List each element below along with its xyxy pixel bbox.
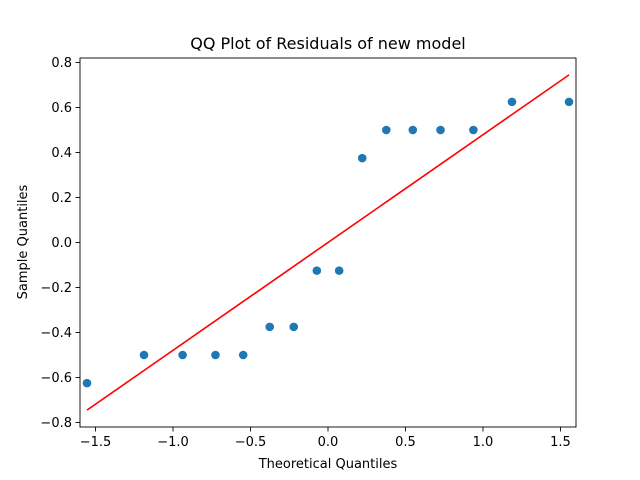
data-point	[265, 322, 275, 332]
y-tick-label: 0.2	[51, 191, 72, 206]
data-point	[436, 125, 445, 135]
y-tick-label: 0.0	[51, 236, 72, 251]
data-point	[469, 125, 478, 135]
y-tick-label: −0.8	[40, 416, 72, 431]
y-tick-label: −0.6	[40, 371, 72, 386]
data-point	[82, 378, 92, 388]
x-tick-label: −1.5	[80, 435, 112, 450]
x-tick-label: −1.0	[157, 435, 189, 450]
x-tick-label: 1.5	[550, 435, 571, 450]
data-point	[211, 350, 220, 360]
x-axis-label: Theoretical Quantiles	[258, 457, 398, 472]
y-tick-label: −0.4	[40, 326, 72, 341]
data-point	[334, 266, 344, 275]
data-point	[408, 125, 418, 135]
data-point	[178, 350, 187, 360]
data-point	[289, 322, 299, 332]
data-point	[381, 125, 391, 135]
data-layer	[82, 74, 574, 411]
x-tick-label: 1.0	[473, 435, 494, 450]
y-tick-label: 0.4	[51, 146, 72, 161]
x-tick-label: 0.0	[318, 435, 339, 450]
y-tick-label: 0.6	[51, 101, 72, 116]
axes: −1.5 −1.0 −0.5 0.0 0.5 1.0 1.5 −0.8 −0.6 −0.4 −0.2…	[40, 56, 577, 450]
x-tick-label: 0.5	[395, 435, 416, 450]
plot-area	[82, 74, 574, 411]
data-point	[357, 153, 367, 163]
data-point	[564, 97, 574, 107]
y-tick-label: −0.2	[40, 281, 72, 296]
y-axis-label: Sample Quantiles	[16, 184, 31, 299]
data-point	[312, 266, 322, 275]
data-point	[238, 350, 248, 360]
data-point	[507, 97, 517, 107]
data-point	[139, 350, 149, 360]
chart-title: QQ Plot of Residuals of new model	[190, 34, 466, 53]
reference-line	[86, 74, 570, 411]
x-tick-label: −0.5	[235, 435, 267, 450]
y-tick-label: 0.8	[51, 56, 72, 71]
